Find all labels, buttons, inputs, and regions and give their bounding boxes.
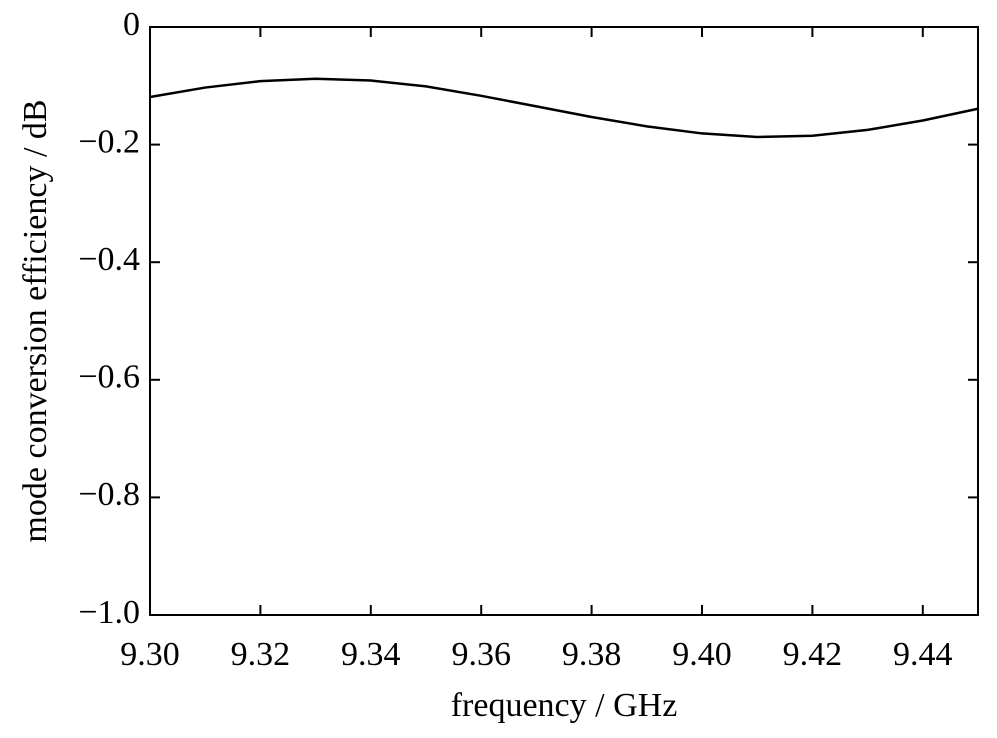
y-tick-label: 0 [123,6,140,43]
y-tick-label: −0.4 [78,241,140,278]
x-tick-label: 9.34 [341,636,401,673]
x-tick-label: 9.36 [451,636,511,673]
x-tick-label: 9.42 [783,636,843,673]
y-tick-label: −0.8 [78,476,140,513]
x-tick-label: 9.40 [672,636,732,673]
y-tick-label: −0.2 [78,123,140,160]
x-axis-label: frequency / GHz [451,687,678,724]
x-tick-label: 9.32 [231,636,291,673]
plot-frame [149,26,979,616]
x-tick-label: 9.30 [120,636,180,673]
y-tick-label: −1.0 [78,594,140,631]
data-line [149,77,979,139]
x-tick-label: 9.44 [893,636,953,673]
x-tick-label: 9.38 [562,636,622,673]
y-axis-label: mode conversion efficiency / dB [17,99,54,542]
y-tick-label: −0.6 [78,359,140,396]
